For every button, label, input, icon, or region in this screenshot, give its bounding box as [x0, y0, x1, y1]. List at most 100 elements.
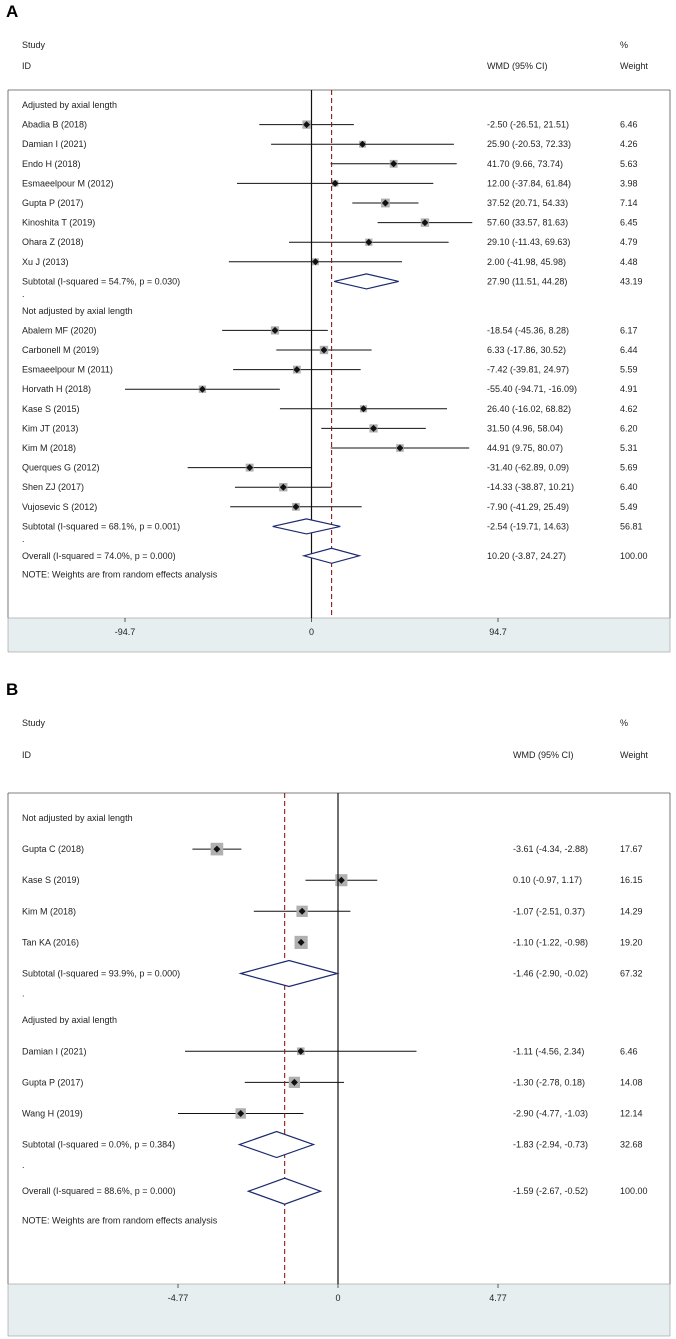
forest-plot-b-svg: Study ID WMD (95% CI)% Weight Not adjusted b…: [7, 718, 671, 1337]
study-name: Kase S (2015): [22, 404, 80, 414]
point-estimate: [246, 464, 254, 472]
panel-label-a: A: [6, 2, 19, 21]
weight-value: 5.59: [620, 365, 638, 375]
point-estimate: [337, 876, 345, 884]
weight-value: 4.48: [620, 257, 638, 267]
weight-value: 5.63: [620, 159, 638, 169]
ci-value: -1.11 (-4.56, 2.34): [513, 1046, 584, 1056]
axis-tick-label: 4.77: [489, 1293, 507, 1303]
axis-tick-label: 0: [309, 627, 314, 637]
subtotal-weight: 43.19: [620, 276, 643, 286]
subtotal-label: Subtotal (I-squared = 54.7%, p = 0.030): [22, 276, 180, 286]
note-text: NOTE: Weights are from random effects an…: [22, 569, 218, 579]
axis-tick-label: -4.77: [168, 1293, 189, 1303]
point-estimate: [381, 199, 389, 207]
point-estimate: [292, 503, 300, 511]
weight-value: 12.14: [620, 1108, 643, 1118]
ci-value: 31.50 (4.96, 58.04): [487, 423, 563, 433]
ci-value: 6.33 (-17.86, 30.52): [487, 345, 566, 355]
weight-value: 5.31: [620, 443, 638, 453]
subtotal-diamond: [238, 959, 340, 988]
ci-value: 2.00 (-41.98, 45.98): [487, 257, 566, 267]
point-estimate: [297, 938, 305, 946]
study-name: Querques G (2012): [22, 463, 100, 473]
point-estimate: [297, 1047, 305, 1055]
group-label: Adjusted by axial length: [22, 1015, 117, 1025]
study-name: Kim M (2018): [22, 906, 76, 916]
header-id: ID: [22, 750, 32, 760]
ci-value: 44.91 (9.75, 80.07): [487, 443, 563, 453]
weight-value: 4.62: [620, 404, 638, 414]
subtotal-label: Subtotal (I-squared = 68.1%, p = 0.001): [22, 521, 180, 531]
weight-value: 6.20: [620, 423, 638, 433]
forest-plot-panel-b: B Study ID WMD (95% CI)% Weight Not adjusted…: [0, 678, 676, 1339]
header-study: Study: [22, 718, 46, 728]
point-estimate: [213, 845, 221, 853]
overall-ci: 10.20 (-3.87, 24.27): [487, 551, 566, 561]
study-name: Esmaeelpour M (2011): [22, 365, 113, 375]
header-wmd: WMD (95% CI): [487, 61, 548, 71]
forest-plot-panel-a: A Study ID WMD (95% CI)% Weight Adjusted by …: [0, 0, 676, 660]
subtotal-weight: 67.32: [620, 969, 643, 979]
axis-band: [7, 617, 671, 653]
overall-diamond: [246, 1177, 323, 1205]
weight-value: 6.17: [620, 325, 638, 335]
ci-value: -31.40 (-62.89, 0.09): [487, 463, 569, 473]
point-estimate: [237, 1109, 245, 1117]
ci-value: 57.60 (33.57, 81.63): [487, 218, 568, 228]
weight-value: 5.69: [620, 463, 638, 473]
ci-value: 0.10 (-0.97, 1.17): [513, 875, 582, 885]
weight-value: 14.08: [620, 1077, 643, 1087]
study-name: Damian I (2021): [22, 1046, 87, 1056]
study-name: Esmaeelpour M (2012): [22, 178, 114, 188]
weight-value: 6.46: [620, 1046, 638, 1056]
study-name: Kase S (2019): [22, 875, 80, 885]
header-study: Study: [22, 40, 46, 50]
subtotal-diamond: [334, 273, 399, 290]
separator-dot: .: [22, 289, 25, 299]
point-estimate: [303, 121, 311, 129]
subtotal-diamond: [237, 1130, 316, 1159]
study-name: Carbonell M (2019): [22, 345, 99, 355]
study-name: Gupta P (2017): [22, 198, 83, 208]
ci-value: -3.61 (-4.34, -2.88): [513, 844, 588, 854]
header-weight: Weight: [620, 750, 648, 760]
ci-value: -2.50 (-26.51, 21.51): [487, 120, 569, 130]
note-text: NOTE: Weights are from random effects an…: [22, 1216, 218, 1226]
header-id: ID: [22, 61, 32, 71]
weight-value: 5.49: [620, 502, 638, 512]
point-estimate: [390, 160, 398, 168]
header-percent: %: [620, 40, 628, 50]
overall-weight: 100.00: [620, 551, 648, 561]
point-estimate: [311, 258, 319, 266]
ci-value: 12.00 (-37.84, 61.84): [487, 178, 571, 188]
subtotal-weight: 56.81: [620, 521, 643, 531]
point-estimate: [320, 346, 328, 354]
point-estimate: [359, 140, 367, 148]
ci-value: -18.54 (-45.36, 8.28): [487, 325, 569, 335]
subtotal-label: Subtotal (I-squared = 0.0%, p = 0.384): [22, 1140, 175, 1150]
group-label: Not adjusted by axial length: [22, 813, 133, 823]
ci-value: 41.70 (9.66, 73.74): [487, 159, 563, 169]
study-name: Wang H (2019): [22, 1108, 83, 1118]
study-name: Horvath H (2018): [22, 384, 91, 394]
ci-value: 26.40 (-16.02, 68.82): [487, 404, 571, 414]
ci-value: -14.33 (-38.87, 10.21): [487, 482, 574, 492]
weight-value: 6.44: [620, 345, 638, 355]
ci-value: -1.10 (-1.22, -0.98): [513, 937, 588, 947]
weight-value: 7.14: [620, 198, 638, 208]
subtotal-weight: 32.68: [620, 1140, 643, 1150]
ci-value: 37.52 (20.71, 54.33): [487, 198, 568, 208]
weight-value: 16.15: [620, 875, 643, 885]
subtotal-label: Subtotal (I-squared = 93.9%, p = 0.000): [22, 969, 180, 979]
ci-value: 29.10 (-11.43, 69.63): [487, 237, 570, 247]
panel-label-b: B: [6, 680, 19, 699]
weight-value: 3.98: [620, 178, 638, 188]
study-name: Xu J (2013): [22, 257, 69, 267]
weight-value: 4.26: [620, 139, 638, 149]
weight-value: 19.20: [620, 937, 643, 947]
point-estimate: [271, 326, 279, 334]
header-wmd: WMD (95% CI): [513, 750, 574, 760]
overall-label: Overall (I-squared = 74.0%, p = 0.000): [22, 551, 176, 561]
study-name: Damian I (2021): [22, 139, 87, 149]
